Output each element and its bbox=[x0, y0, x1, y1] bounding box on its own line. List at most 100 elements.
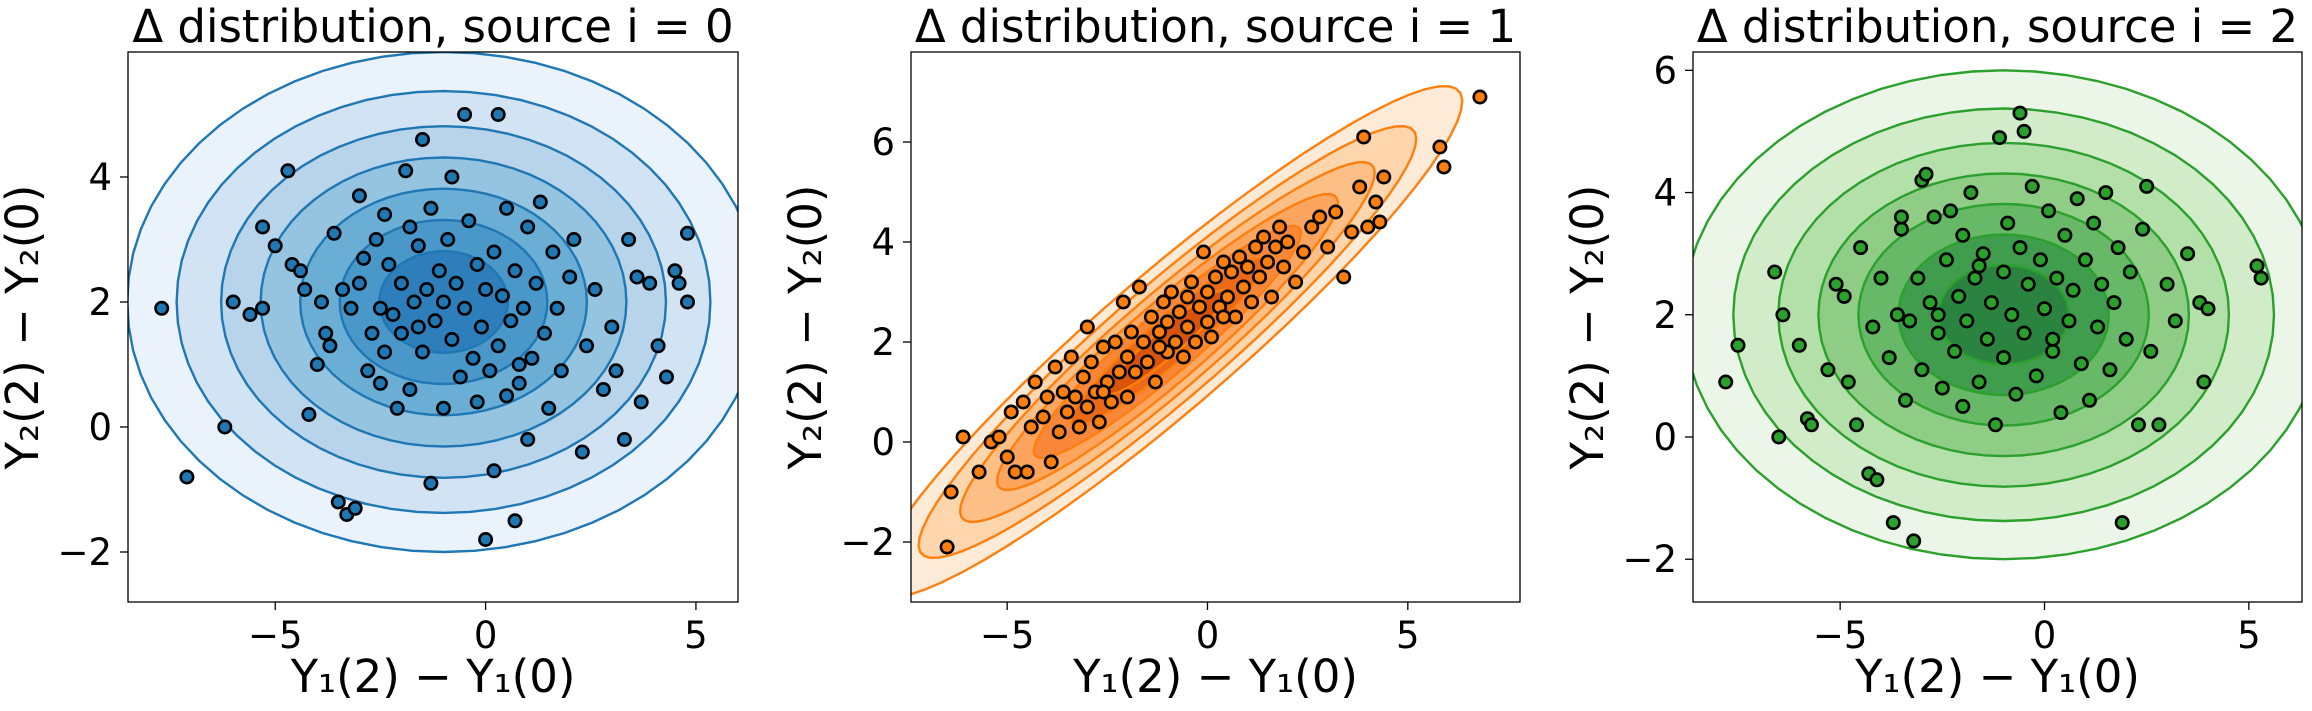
scatter-points bbox=[154, 107, 695, 547]
data-point bbox=[1288, 274, 1304, 290]
data-point bbox=[1063, 349, 1079, 365]
y-tick-label: 0 bbox=[88, 406, 112, 449]
x-tick-label: 5 bbox=[2237, 614, 2261, 657]
data-point bbox=[679, 294, 695, 310]
data-point bbox=[1296, 244, 1312, 260]
data-point bbox=[2135, 221, 2151, 237]
data-point bbox=[255, 219, 271, 235]
data-point bbox=[402, 219, 418, 235]
data-point bbox=[955, 429, 971, 445]
data-point bbox=[351, 188, 367, 204]
data-point bbox=[608, 363, 624, 379]
data-point bbox=[2020, 276, 2036, 292]
scatter-points bbox=[939, 89, 1488, 555]
data-point bbox=[343, 300, 359, 316]
data-point bbox=[1236, 279, 1252, 295]
x-tick-label: −5 bbox=[980, 614, 1035, 657]
data-point bbox=[524, 350, 540, 366]
data-point bbox=[1771, 429, 1787, 445]
data-point bbox=[2090, 319, 2106, 335]
data-point bbox=[301, 406, 317, 422]
chart-title: Δ distribution, source i = 0 bbox=[132, 0, 733, 53]
data-point bbox=[943, 484, 959, 500]
data-point bbox=[1352, 179, 1368, 195]
data-point bbox=[1175, 349, 1191, 365]
data-point bbox=[309, 356, 325, 372]
plot-frame bbox=[127, 51, 739, 603]
data-point bbox=[1881, 350, 1897, 366]
data-point bbox=[326, 225, 342, 241]
data-point bbox=[1224, 264, 1240, 280]
data-point bbox=[389, 400, 405, 416]
data-point bbox=[1135, 334, 1151, 350]
data-point bbox=[1268, 239, 1284, 255]
data-point bbox=[347, 500, 363, 516]
y-tick-label: 6 bbox=[1653, 49, 1677, 92]
data-point bbox=[2016, 123, 2032, 139]
data-point bbox=[377, 344, 393, 360]
data-point bbox=[478, 531, 494, 547]
data-point bbox=[1216, 254, 1232, 270]
x-tick-label: −5 bbox=[1813, 614, 1868, 657]
data-point bbox=[1059, 404, 1075, 420]
data-point bbox=[356, 250, 372, 266]
data-point bbox=[971, 464, 987, 480]
data-point bbox=[1260, 254, 1276, 270]
data-point bbox=[225, 294, 241, 310]
data-point bbox=[2012, 105, 2028, 121]
data-point bbox=[2102, 362, 2118, 378]
data-point bbox=[1804, 417, 1820, 433]
data-point bbox=[650, 338, 666, 354]
data-point bbox=[1192, 299, 1208, 315]
data-point bbox=[1718, 374, 1734, 390]
data-point bbox=[452, 369, 468, 385]
data-point bbox=[1071, 419, 1087, 435]
data-point bbox=[1220, 289, 1236, 305]
data-point bbox=[1055, 384, 1071, 400]
data-point bbox=[372, 375, 388, 391]
data-point bbox=[1003, 404, 1019, 420]
data-point bbox=[473, 319, 489, 335]
data-point bbox=[1873, 270, 1889, 286]
data-point bbox=[1898, 392, 1914, 408]
data-point bbox=[461, 213, 477, 229]
data-point bbox=[330, 494, 346, 510]
data-point bbox=[515, 300, 531, 316]
data-point bbox=[419, 281, 435, 297]
data-point bbox=[939, 539, 955, 555]
data-point bbox=[520, 219, 536, 235]
data-point bbox=[2061, 313, 2077, 329]
data-point bbox=[1043, 454, 1059, 470]
data-point bbox=[1264, 289, 1280, 305]
density-contours bbox=[911, 84, 1464, 596]
data-point bbox=[1312, 209, 1328, 225]
data-point bbox=[1115, 294, 1131, 310]
data-point bbox=[423, 200, 439, 216]
data-point bbox=[1983, 295, 1999, 311]
y-tick-label: −2 bbox=[1622, 538, 1677, 581]
data-point bbox=[1955, 227, 1971, 243]
data-point bbox=[440, 232, 456, 248]
data-point bbox=[486, 244, 502, 260]
data-point bbox=[2045, 331, 2061, 347]
data-point bbox=[1910, 270, 1926, 286]
data-point bbox=[520, 431, 536, 447]
data-point bbox=[1155, 294, 1171, 310]
data-point bbox=[1151, 339, 1167, 355]
data-point bbox=[1979, 331, 1995, 347]
data-point bbox=[1775, 307, 1791, 323]
data-point bbox=[1849, 417, 1865, 433]
data-point bbox=[1216, 309, 1232, 325]
data-point bbox=[1147, 374, 1163, 390]
data-point bbox=[991, 429, 1007, 445]
data-point bbox=[377, 207, 393, 223]
data-point bbox=[393, 275, 409, 291]
data-point bbox=[1376, 169, 1392, 185]
data-point bbox=[1103, 394, 1119, 410]
y-tick-label: 0 bbox=[871, 421, 895, 464]
data-point bbox=[2114, 515, 2130, 531]
data-point bbox=[2200, 301, 2216, 317]
data-point bbox=[2110, 240, 2126, 256]
data-point bbox=[1840, 374, 1856, 390]
data-point bbox=[633, 394, 649, 410]
